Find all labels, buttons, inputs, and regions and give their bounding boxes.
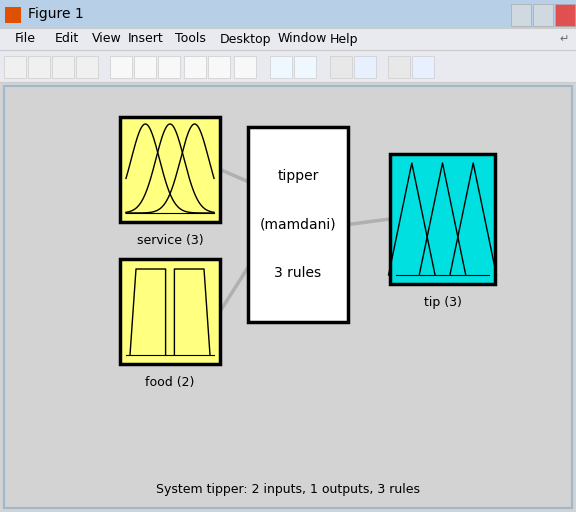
Text: tipper: tipper [277, 169, 319, 183]
Bar [388, 56, 410, 78]
Bar [4, 86, 572, 508]
Bar [4, 56, 26, 78]
Text: View: View [92, 32, 122, 46]
Text: Edit: Edit [55, 32, 79, 46]
Bar [184, 56, 206, 78]
Bar [120, 259, 220, 364]
Bar [555, 4, 575, 26]
Bar [110, 56, 132, 78]
Bar [511, 4, 531, 26]
Bar [0, 82, 576, 512]
Text: File: File [15, 32, 36, 46]
Text: System tipper: 2 inputs, 1 outputs, 3 rules: System tipper: 2 inputs, 1 outputs, 3 ru… [156, 483, 420, 497]
Bar [270, 56, 292, 78]
Bar [158, 56, 180, 78]
Bar [5, 7, 21, 23]
Text: ↵: ↵ [559, 34, 569, 44]
Bar [0, 0, 576, 28]
Bar [248, 127, 348, 322]
Text: tip (3): tip (3) [423, 296, 461, 309]
Bar [533, 4, 553, 26]
Bar [330, 56, 352, 78]
Text: (mamdani): (mamdani) [260, 218, 336, 231]
Bar [76, 56, 98, 78]
Bar [208, 56, 230, 78]
Bar [390, 154, 495, 284]
Bar [52, 56, 74, 78]
Bar [354, 56, 376, 78]
Text: Window: Window [278, 32, 327, 46]
Bar [28, 56, 50, 78]
Bar [134, 56, 156, 78]
Bar [0, 50, 576, 82]
Text: 3 rules: 3 rules [274, 266, 321, 280]
Bar [234, 56, 256, 78]
Bar [0, 28, 576, 50]
Text: Insert: Insert [128, 32, 164, 46]
Text: service (3): service (3) [137, 234, 203, 247]
Text: Tools: Tools [175, 32, 206, 46]
Text: food (2): food (2) [145, 376, 195, 389]
Bar [412, 56, 434, 78]
Bar [294, 56, 316, 78]
Text: Help: Help [330, 32, 358, 46]
Text: Desktop: Desktop [220, 32, 271, 46]
Text: Figure 1: Figure 1 [28, 7, 84, 21]
Bar [120, 117, 220, 222]
